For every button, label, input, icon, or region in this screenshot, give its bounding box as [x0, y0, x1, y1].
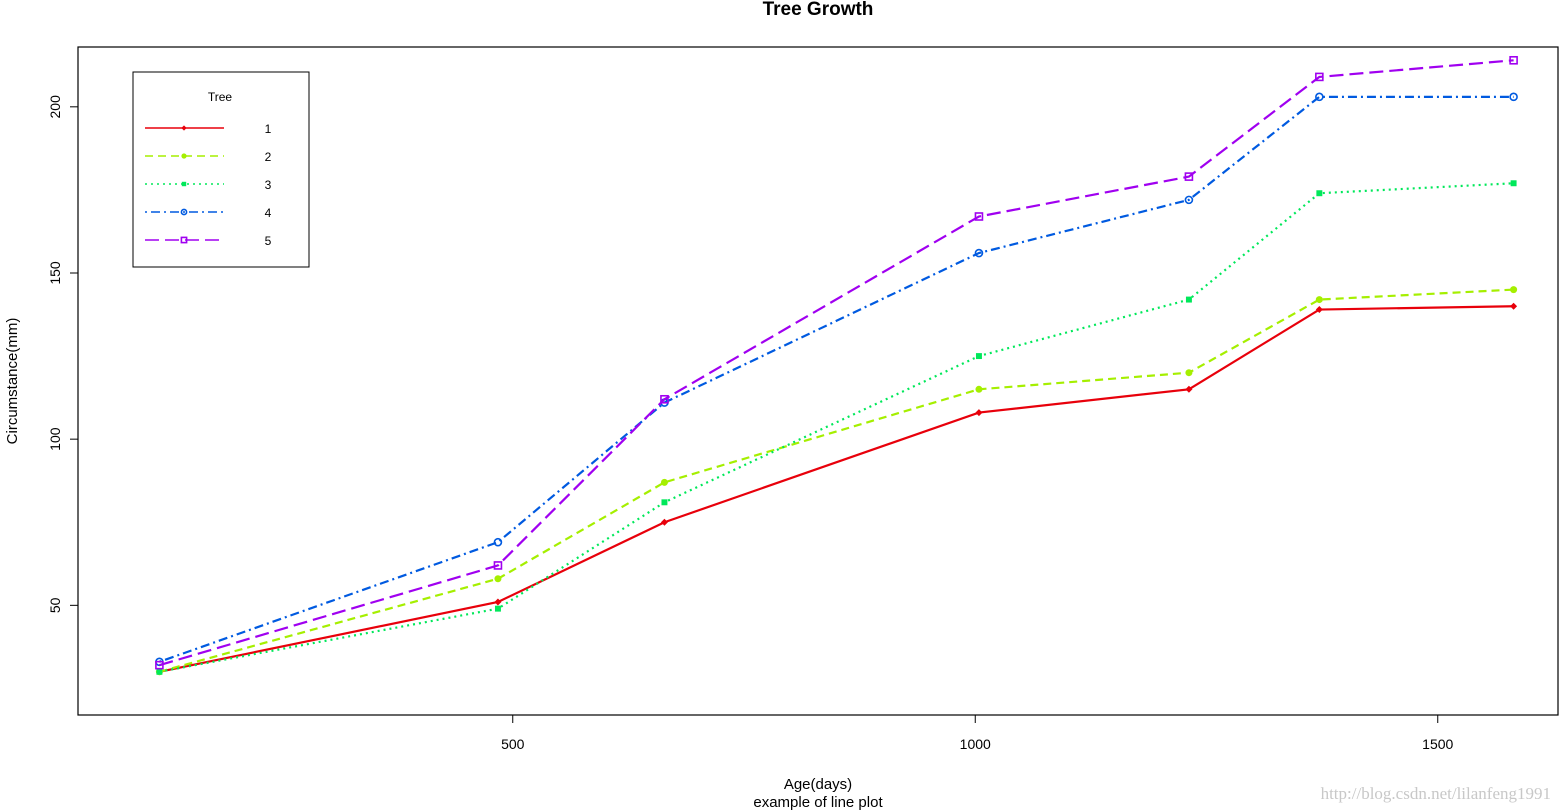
series-3 [156, 180, 1517, 675]
data-point [1185, 385, 1193, 393]
chart-title: Tree Growth [763, 0, 874, 20]
data-point [660, 518, 668, 526]
legend-title: Tree [208, 90, 233, 104]
data-point [493, 561, 503, 570]
data-point [156, 668, 163, 675]
data-point [180, 236, 188, 244]
data-point [1315, 296, 1323, 304]
legend-label: 3 [265, 178, 272, 192]
series-line [159, 182, 1514, 673]
watermark: http://blog.csdn.net/lilanfeng1991 [1321, 784, 1551, 803]
series-1 [155, 302, 1518, 676]
data-point [181, 181, 187, 187]
y-tick-label: 100 [47, 427, 63, 451]
series-line [159, 95, 1514, 663]
series-line [159, 288, 1514, 673]
data-point [1316, 190, 1323, 197]
data-point [1315, 306, 1323, 314]
data-point [494, 575, 502, 583]
data-point [1510, 180, 1517, 187]
data-point [1510, 286, 1518, 294]
data-point [1185, 369, 1193, 377]
data-point [1509, 92, 1518, 102]
data-point [975, 385, 983, 393]
x-tick-label: 500 [501, 736, 525, 752]
data-point [1315, 92, 1324, 102]
series-5 [155, 55, 1518, 670]
data-point [1510, 302, 1518, 310]
x-tick-label: 1500 [1422, 736, 1453, 752]
data-point [1184, 172, 1194, 181]
data-point [494, 598, 502, 606]
data-point [1315, 72, 1324, 82]
y-tick-label: 150 [47, 261, 63, 285]
legend-label: 2 [265, 150, 272, 164]
data-point [660, 478, 668, 486]
legend: Tree 1 2 3 4 5 [132, 71, 310, 268]
data-point [181, 125, 187, 131]
series-layer [155, 55, 1518, 676]
chart-subtitle: example of line plot [753, 794, 883, 811]
data-point [1184, 195, 1194, 205]
x-axis-label: Age(days) [784, 776, 852, 793]
data-point [493, 537, 503, 547]
data-point [661, 499, 668, 506]
data-point [181, 153, 187, 159]
data-point [975, 409, 983, 417]
data-point [1509, 55, 1518, 65]
y-tick-label: 50 [47, 597, 63, 613]
data-point [660, 394, 669, 404]
legend-label: 4 [265, 206, 272, 220]
data-point [974, 248, 984, 258]
y-axis: 50 100 150 200 [47, 95, 78, 613]
series-2 [155, 286, 1518, 676]
legend-box [132, 71, 310, 268]
series-line [159, 59, 1514, 667]
legend-label: 1 [265, 122, 272, 136]
plot-frame [77, 46, 1559, 716]
data-point [974, 212, 984, 221]
y-axis-label: Circumstance(mm) [4, 318, 21, 445]
data-point [155, 660, 164, 670]
data-point [1185, 296, 1192, 303]
data-point [975, 353, 982, 360]
legend-label: 5 [265, 234, 272, 248]
series-4 [155, 92, 1518, 667]
data-point [494, 605, 501, 612]
x-tick-label: 1000 [960, 736, 991, 752]
data-point [180, 208, 188, 216]
x-axis: 500 1000 1500 [501, 715, 1454, 752]
y-tick-label: 200 [47, 95, 63, 119]
